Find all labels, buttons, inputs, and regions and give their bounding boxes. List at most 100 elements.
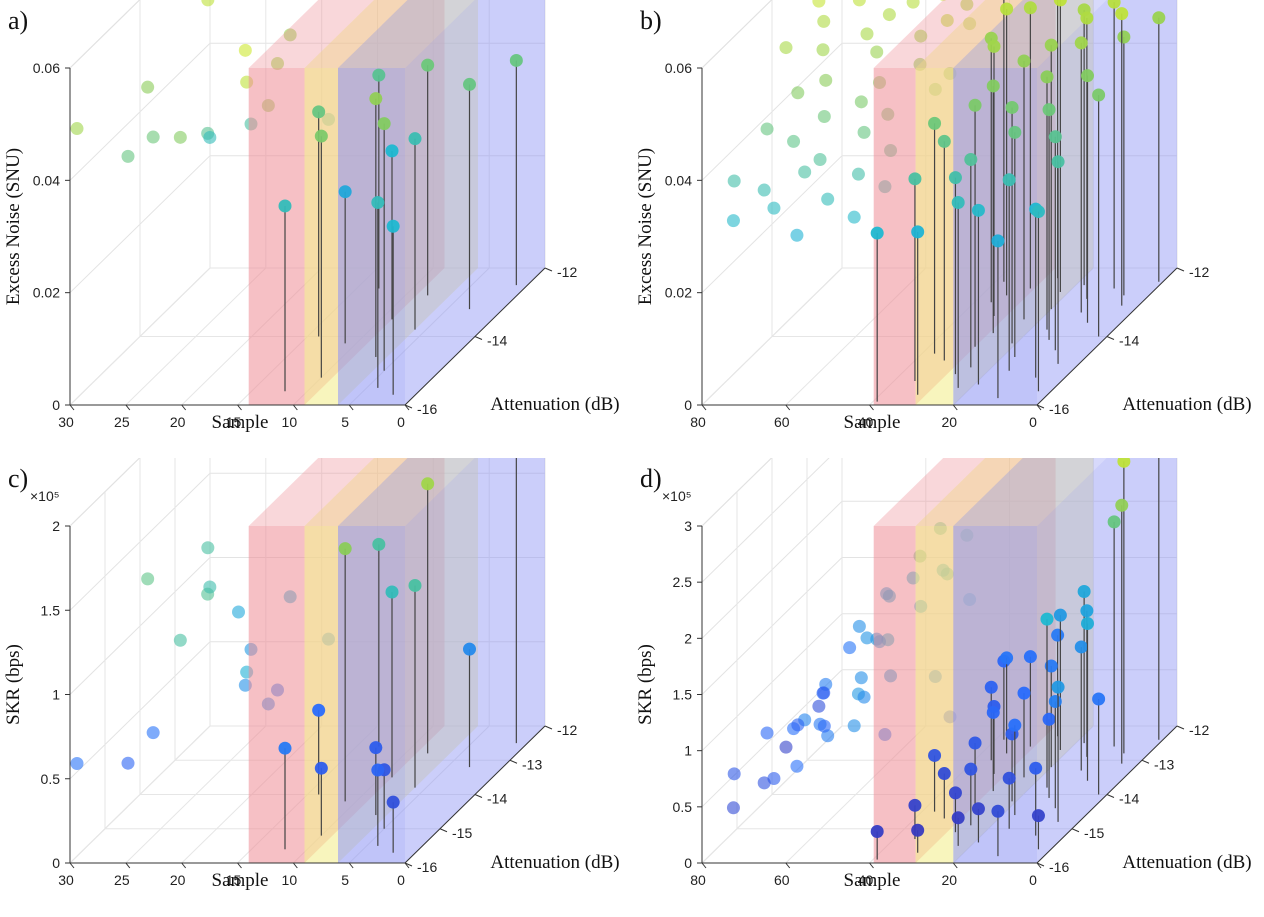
z-tick-label: 0.5	[673, 799, 693, 815]
y-tick-label: -12	[1189, 722, 1209, 738]
data-point	[1077, 584, 1091, 598]
data-point	[928, 748, 942, 762]
x-tick-label: 80	[690, 872, 706, 888]
data-point	[1115, 498, 1129, 512]
x-tick	[1036, 862, 1042, 869]
y-grid-line	[209, 0, 545, 269]
data-point	[852, 0, 866, 7]
band-top	[953, 458, 1107, 526]
x-tick-label: 25	[114, 414, 130, 430]
y-tick-label: -16	[417, 859, 437, 875]
band-top	[338, 0, 475, 68]
data-point	[408, 578, 422, 592]
band-front	[248, 526, 305, 863]
z-axis-label: SKR (bps)	[3, 644, 24, 725]
data-point	[968, 98, 982, 112]
data-point	[847, 210, 861, 224]
points-front	[870, 458, 1160, 860]
x-tick-label: 20	[941, 872, 957, 888]
data-point	[851, 167, 865, 181]
data-point	[760, 122, 774, 136]
z-tick-label: 0	[684, 397, 692, 413]
data-point	[372, 68, 386, 82]
y-tick	[474, 794, 483, 798]
band-front	[338, 526, 405, 863]
panel-label: b)	[640, 6, 662, 35]
z-grid-line	[69, 458, 141, 527]
data-point	[1008, 718, 1022, 732]
data-point	[408, 132, 422, 146]
data-point	[860, 27, 874, 41]
data-point	[1092, 692, 1106, 706]
data-point	[937, 767, 951, 781]
x-tick-label: 5	[341, 872, 349, 888]
x-tick	[292, 862, 298, 869]
x-tick	[125, 404, 131, 411]
data-point	[312, 703, 326, 717]
x-tick	[237, 862, 242, 869]
y-tick	[1071, 828, 1080, 833]
data-point	[986, 79, 1000, 93]
data-point	[812, 699, 826, 713]
x-tick-label: 15	[226, 872, 242, 888]
x-tick	[69, 862, 75, 869]
y-tick-label: -12	[1189, 264, 1209, 280]
data-point	[338, 185, 352, 199]
data-point	[203, 130, 217, 144]
data-point	[385, 585, 399, 599]
data-point	[1107, 0, 1121, 9]
data-point	[940, 0, 947, 1]
y-tick	[1106, 336, 1115, 340]
band-front	[873, 68, 916, 405]
data-point	[314, 761, 328, 775]
x-tick-label: 30	[58, 414, 74, 430]
data-point	[767, 201, 781, 215]
x-tick-label: 80	[690, 414, 706, 430]
y-tick	[474, 336, 483, 340]
data-point	[787, 134, 801, 148]
data-point	[911, 225, 925, 239]
data-point	[1040, 70, 1054, 84]
data-point	[760, 726, 774, 740]
data-point	[1117, 458, 1131, 468]
data-point	[854, 671, 868, 685]
data-point	[817, 109, 831, 123]
data-point	[283, 28, 297, 42]
data-point	[1017, 686, 1031, 700]
data-point	[1051, 680, 1065, 694]
data-point	[232, 605, 245, 619]
data-point	[968, 736, 982, 750]
data-point	[463, 642, 476, 656]
band-top	[873, 0, 986, 68]
points-front	[278, 458, 517, 853]
y-tick-label: -14	[487, 333, 507, 349]
panel-label: a)	[8, 6, 29, 35]
x-tick-label: 0	[397, 414, 405, 430]
data-point	[1117, 30, 1131, 44]
y-axis-label: Attenuation (dB)	[1122, 394, 1251, 415]
data-point	[951, 196, 965, 210]
x-tick	[237, 404, 242, 411]
data-point	[986, 705, 1000, 719]
data-point	[791, 86, 805, 100]
panel-label: d)	[640, 464, 662, 493]
x-tick	[69, 404, 75, 411]
band-top	[304, 0, 408, 68]
band-side	[1037, 0, 1177, 405]
data-point	[312, 105, 326, 119]
x-grid-line	[125, 0, 267, 406]
z-grid-line	[69, 0, 141, 69]
band-front	[873, 526, 916, 863]
data-point	[1051, 628, 1065, 642]
data-point	[857, 125, 871, 139]
data-point	[987, 39, 1001, 53]
data-point	[1152, 11, 1166, 25]
band-top	[338, 458, 475, 526]
y-tick	[1141, 759, 1150, 764]
data-point	[854, 95, 868, 109]
data-point	[1081, 617, 1094, 631]
y-tick	[509, 759, 518, 764]
band-front	[304, 526, 338, 863]
x-tick-label: 15	[226, 414, 242, 430]
x-tick	[701, 862, 707, 869]
